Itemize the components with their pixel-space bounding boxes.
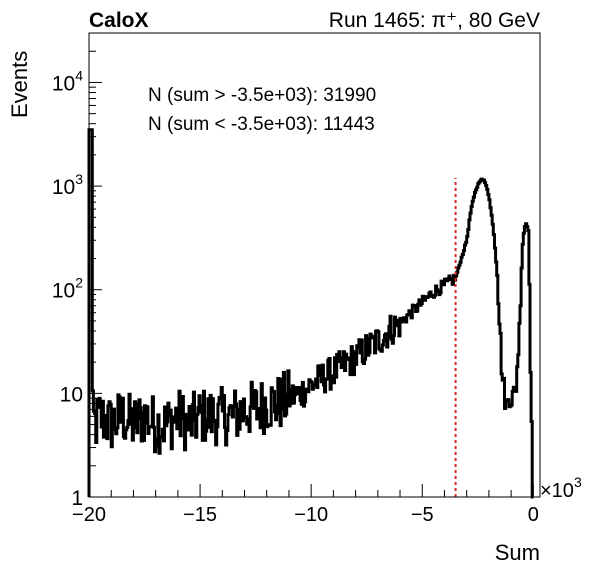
x-axis-multiplier-base: ×10 [540, 480, 574, 502]
y-axis-label: Events [7, 51, 32, 118]
y-tick-label: 103 [52, 171, 83, 199]
x-tick-label: −20 [72, 504, 106, 526]
y-tick-label: 10 [60, 383, 83, 406]
x-axis-label: Sum [495, 540, 540, 565]
x-tick-label: −15 [183, 504, 217, 526]
y-axis-ticks: 1 10 102 103 104 [52, 32, 102, 510]
y-tick-label: 1 [71, 487, 83, 510]
y-tick-label: 102 [52, 275, 83, 303]
x-tick-label: 0 [528, 504, 539, 526]
x-tick-label: −10 [294, 504, 328, 526]
x-axis-ticks: −20 −15 −10 −5 0 [72, 484, 539, 526]
annotation-above-cut: N (sum > -3.5e+03): 31990 [148, 85, 376, 106]
histogram-series [87, 128, 534, 499]
annotation-below-cut: N (sum < -3.5e+03): 11443 [148, 114, 375, 135]
plot-content [87, 128, 534, 499]
plot-frame [88, 32, 541, 498]
brand-label: CaloX [89, 9, 149, 32]
x-tick-label: −5 [411, 504, 434, 526]
x-axis-multiplier-exponent: 3 [574, 474, 582, 490]
x-axis-multiplier: ×103 [540, 474, 582, 502]
run-info-label: Run 1465: π⁺, 80 GeV [329, 9, 540, 32]
y-tick-label: 104 [52, 67, 83, 95]
